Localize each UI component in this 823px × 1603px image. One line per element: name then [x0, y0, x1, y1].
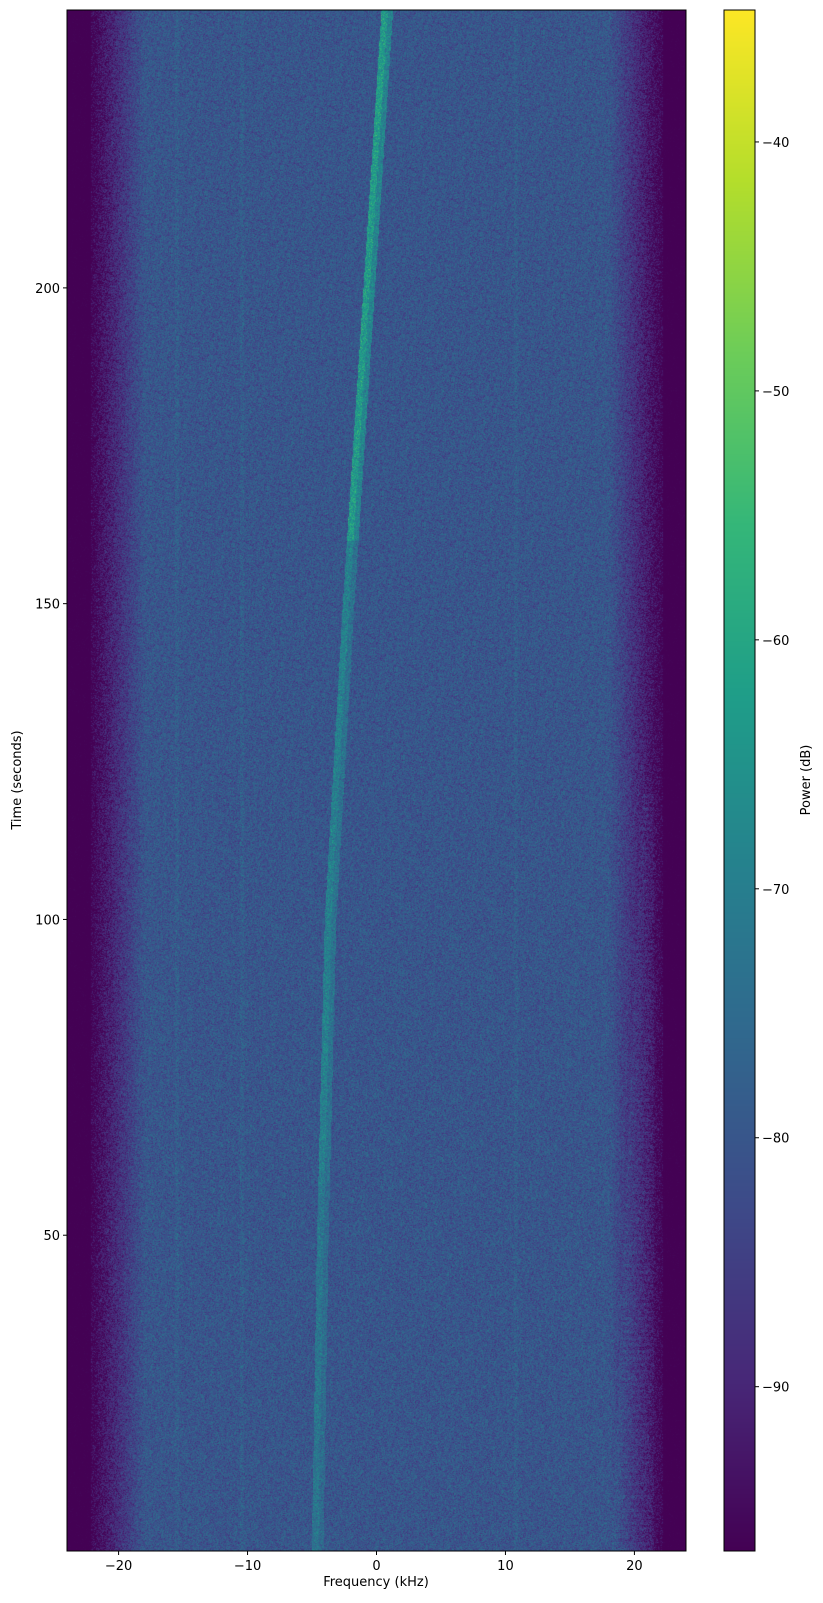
colorbar-tick-label: −40 [762, 136, 789, 151]
x-axis-label: Frequency (kHz) [323, 1575, 429, 1590]
plot-frame [66, 9, 687, 1552]
x-tick-label: 20 [626, 1559, 643, 1574]
colorbar-tick-label: −90 [762, 1381, 789, 1396]
spectrogram-heatmap [67, 10, 686, 1551]
y-tick-label: 100 [35, 913, 60, 928]
y-tick-label: 50 [43, 1229, 60, 1244]
x-tick-label: 10 [497, 1559, 514, 1574]
x-tick-label: −10 [234, 1559, 261, 1574]
colorbar-tick-label: −60 [762, 634, 789, 649]
colorbar-label: Power (dB) [799, 745, 814, 816]
y-axis-ticks: 50 100 150 200 [35, 282, 67, 1244]
colorbar-frame [723, 9, 756, 1552]
colorbar-tick-label: −80 [762, 1132, 789, 1147]
y-tick-label: 200 [35, 282, 60, 297]
x-tick-label: 0 [372, 1559, 380, 1574]
colorbar-ticks: −90 −80 −70 −60 −50 −40 [755, 136, 789, 1396]
y-tick-label: 150 [35, 598, 60, 613]
y-axis-label: Time (seconds) [10, 730, 25, 830]
colorbar-tick-label: −70 [762, 883, 789, 898]
colorbar-tick-label: −50 [762, 385, 789, 400]
x-axis-ticks: −20 −10 0 10 20 [105, 1551, 643, 1574]
x-tick-label: −20 [105, 1559, 132, 1574]
colorbar [724, 10, 755, 1551]
